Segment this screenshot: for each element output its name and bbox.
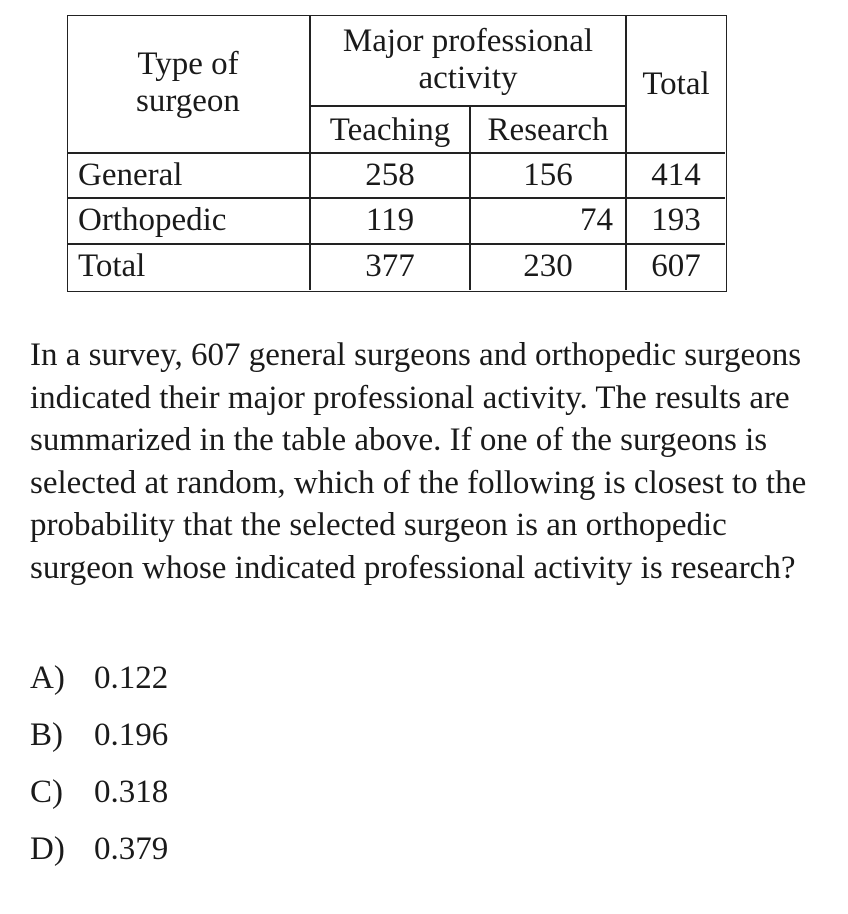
divider-row-2 <box>68 243 725 245</box>
row-label-total: Total <box>78 248 146 284</box>
cell-total-research: 230 <box>523 248 573 284</box>
choice-b-value: 0.196 <box>94 717 169 753</box>
col-header-teaching: Teaching <box>329 112 451 148</box>
cell-general-research: 156 <box>523 157 573 193</box>
choice-d-value: 0.379 <box>94 831 169 867</box>
col-header-total: Total <box>642 66 710 102</box>
cell-general-total: 414 <box>651 157 701 193</box>
choice-a[interactable]: A) 0.122 <box>30 656 168 713</box>
cell-total-total: 607 <box>651 248 701 284</box>
cell-general-teaching: 258 <box>365 157 415 193</box>
divider-header <box>68 152 725 154</box>
cell-orthopedic-teaching: 119 <box>365 202 415 238</box>
col-header-research: Research <box>487 112 609 148</box>
answer-choices: A) 0.122 B) 0.196 C) 0.318 D) 0.379 <box>30 656 168 884</box>
divider-col-2 <box>469 107 471 290</box>
surgeon-activity-table: Type of surgeon Major professional activ… <box>67 15 727 292</box>
row-label-general: General <box>78 157 183 193</box>
row-label-orthopedic: Orthopedic <box>78 202 227 238</box>
cell-orthopedic-research: 74 <box>580 202 613 238</box>
row-header-type-of-surgeon: Type of surgeon <box>136 46 240 119</box>
choice-b[interactable]: B) 0.196 <box>30 713 168 770</box>
choice-c[interactable]: C) 0.318 <box>30 770 168 827</box>
choice-d-letter: D) <box>30 831 65 867</box>
choice-a-letter: A) <box>30 660 65 696</box>
choice-d[interactable]: D) 0.379 <box>30 827 168 884</box>
cell-orthopedic-total: 193 <box>651 202 701 238</box>
choice-c-letter: C) <box>30 774 63 810</box>
question-text: In a survey, 607 general surgeons and or… <box>30 337 807 586</box>
choice-a-value: 0.122 <box>94 660 169 696</box>
choice-b-letter: B) <box>30 717 63 753</box>
divider-row-1 <box>68 197 725 199</box>
group-header-major-activity: Major professional activity <box>342 23 594 96</box>
choice-c-value: 0.318 <box>94 774 169 810</box>
divider-subheader <box>309 105 626 107</box>
cell-total-teaching: 377 <box>365 248 415 284</box>
